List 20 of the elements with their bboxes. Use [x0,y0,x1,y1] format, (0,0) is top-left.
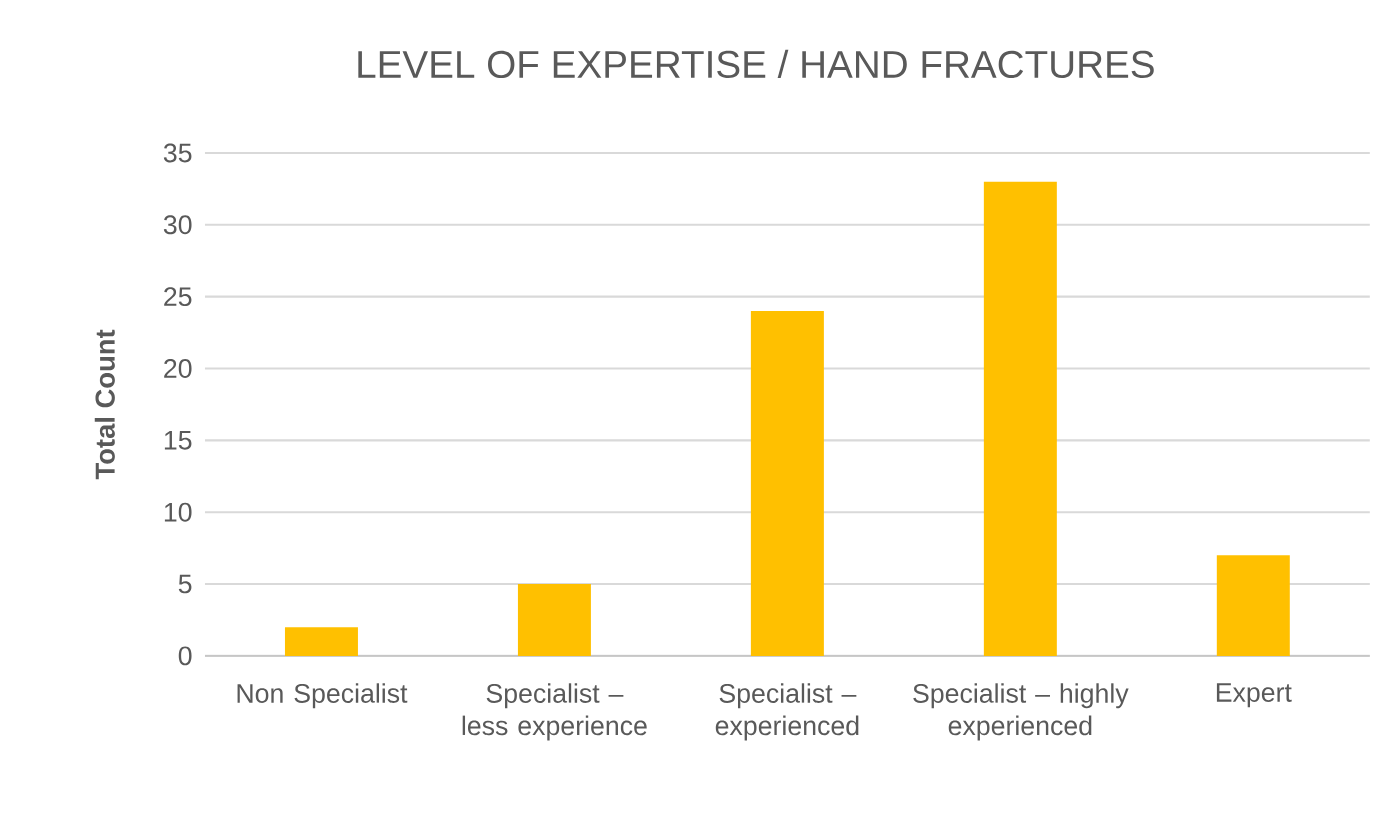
x-tick-label: Expert [1216,683,1292,708]
bar [983,181,1057,656]
chart-title: LEVEL OF EXPERTISE / HAND FRACTURES [358,49,1154,79]
x-tick-label: Specialist – highly experienced [913,683,1129,741]
bar [517,584,591,656]
bar [284,627,358,656]
y-tick-label: 20 [164,359,192,379]
y-tick-label: 30 [163,215,192,235]
bar [750,311,824,656]
y-axis-title: Total Count [94,329,115,480]
x-tick-label: Specialist – less experience [462,683,647,741]
x-tick-label: Specialist – experienced [715,683,859,741]
y-tick-label: 35 [163,143,192,163]
y-tick-label: 10 [164,502,192,522]
y-tick-label: 25 [164,287,192,307]
y-tick-label: 0 [178,646,192,666]
y-tick-label: 5 [178,574,192,594]
bar [1216,555,1290,656]
y-tick-label: 15 [164,431,192,450]
x-tick-label: Non Specialist [237,683,408,709]
